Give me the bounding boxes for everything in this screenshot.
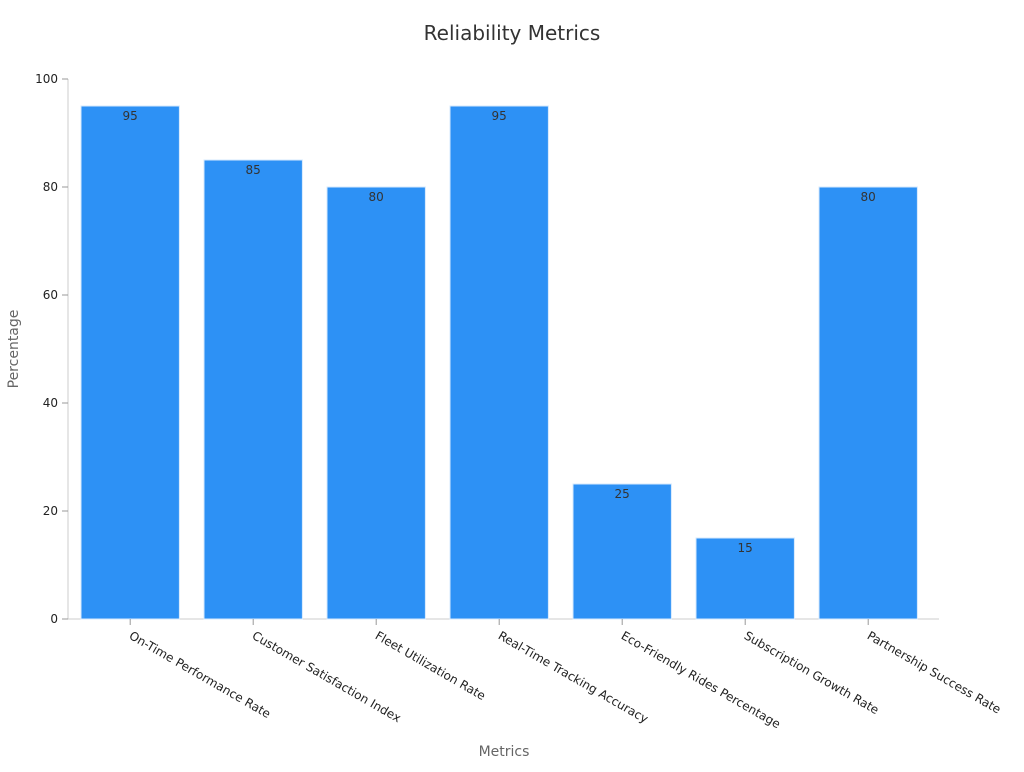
bar-value-label: 95 (492, 109, 507, 123)
bar (818, 186, 918, 620)
y-tick-label: 60 (43, 288, 58, 302)
x-tick-label: Subscription Growth Rate (742, 628, 882, 717)
bar-value-label: 15 (738, 541, 753, 555)
y-tick-label: 0 (50, 612, 58, 626)
bar-value-label: 80 (369, 190, 384, 204)
bar (326, 186, 426, 620)
x-tick-label: Partnership Success Rate (865, 628, 1004, 716)
bar (80, 105, 180, 620)
x-axis-title: Metrics (479, 744, 530, 760)
x-tick-label: On-Time Performance Rate (127, 628, 273, 721)
bar-value-label: 25 (615, 487, 630, 501)
bar-value-label: 95 (123, 109, 138, 123)
y-tick-label: 20 (43, 504, 58, 518)
bar (203, 159, 303, 620)
y-tick-label: 100 (35, 72, 58, 86)
bars-group: 95 85 80 95 25 15 80 (80, 105, 918, 620)
y-axis-ticks: 0 20 40 60 80 100 (35, 72, 68, 626)
chart-title: Reliability Metrics (424, 21, 601, 45)
bar (449, 105, 549, 620)
y-tick-label: 40 (43, 396, 58, 410)
bar (572, 483, 672, 620)
x-tick-label: Fleet Utilization Rate (373, 628, 488, 703)
bar-value-label: 85 (246, 163, 261, 177)
bar-value-label: 80 (861, 190, 876, 204)
y-axis-title: Percentage (6, 310, 22, 389)
y-tick-label: 80 (43, 180, 58, 194)
bar (695, 537, 795, 620)
